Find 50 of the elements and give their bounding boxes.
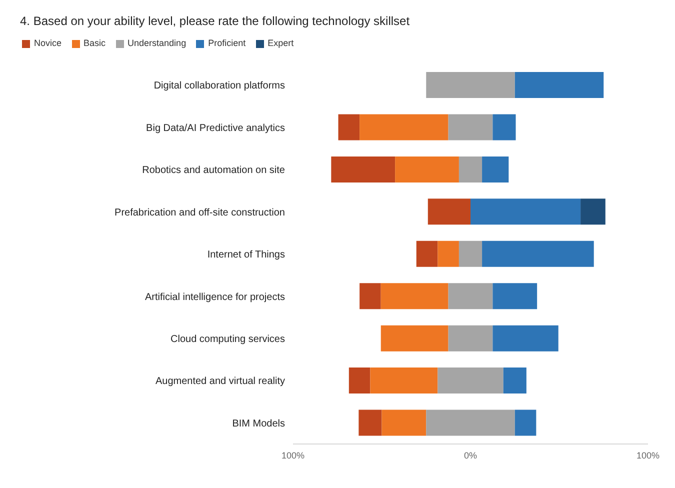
bar	[428, 198, 470, 225]
bar	[438, 240, 459, 267]
chart-title: 4. Based on your ability level, please rate the following technology skillset	[19, 13, 411, 28]
bar	[360, 283, 381, 310]
y-tick-label: Digital collaboration platforms	[154, 80, 285, 92]
bar	[438, 368, 504, 394]
legend-label: Expert	[268, 38, 294, 48]
bar	[426, 410, 515, 436]
bar	[426, 72, 515, 98]
bar	[503, 368, 526, 394]
x-tick-label: 100%	[281, 450, 305, 460]
y-tick-label: Augmented and virtual reality	[155, 376, 285, 388]
bar	[370, 368, 438, 394]
bar	[380, 283, 448, 310]
bar	[448, 114, 493, 140]
legend-label: Understanding	[128, 38, 186, 48]
bar	[382, 410, 426, 436]
bar	[380, 325, 448, 352]
bar	[448, 283, 493, 310]
bar	[448, 325, 493, 352]
bar	[416, 240, 438, 267]
bar	[358, 410, 382, 436]
bar	[492, 114, 516, 140]
x-tick-label: 0%	[464, 450, 478, 460]
bar	[514, 410, 536, 436]
y-tick-label: Internet of Things	[207, 250, 285, 261]
bar	[348, 368, 370, 394]
bar	[492, 325, 558, 352]
y-tick-label: BIM Models	[232, 418, 285, 430]
bar	[482, 240, 594, 267]
bar	[360, 114, 448, 140]
bar	[395, 156, 459, 182]
bar	[482, 156, 509, 182]
bar	[458, 240, 482, 267]
bar	[331, 156, 396, 182]
y-tick-label: Cloud computing services	[170, 334, 285, 345]
y-tick-label: Robotics and automation on site	[142, 165, 286, 176]
y-tick-label: Prefabrication and off-site construction	[114, 207, 285, 218]
x-tick-label: 100%	[636, 450, 660, 460]
bar	[338, 114, 360, 140]
bar	[514, 72, 604, 98]
bar	[458, 156, 482, 182]
bar	[492, 283, 538, 310]
legend-label: Basic	[84, 38, 106, 48]
y-tick-label: Artificial intelligence for projects	[144, 292, 285, 303]
bar	[470, 198, 581, 225]
legend-label: Proficient	[208, 38, 246, 48]
bar	[580, 198, 606, 225]
legend-label: Novice	[34, 38, 62, 48]
y-tick-label: Big Data/AI Predictive analytics	[146, 122, 285, 134]
